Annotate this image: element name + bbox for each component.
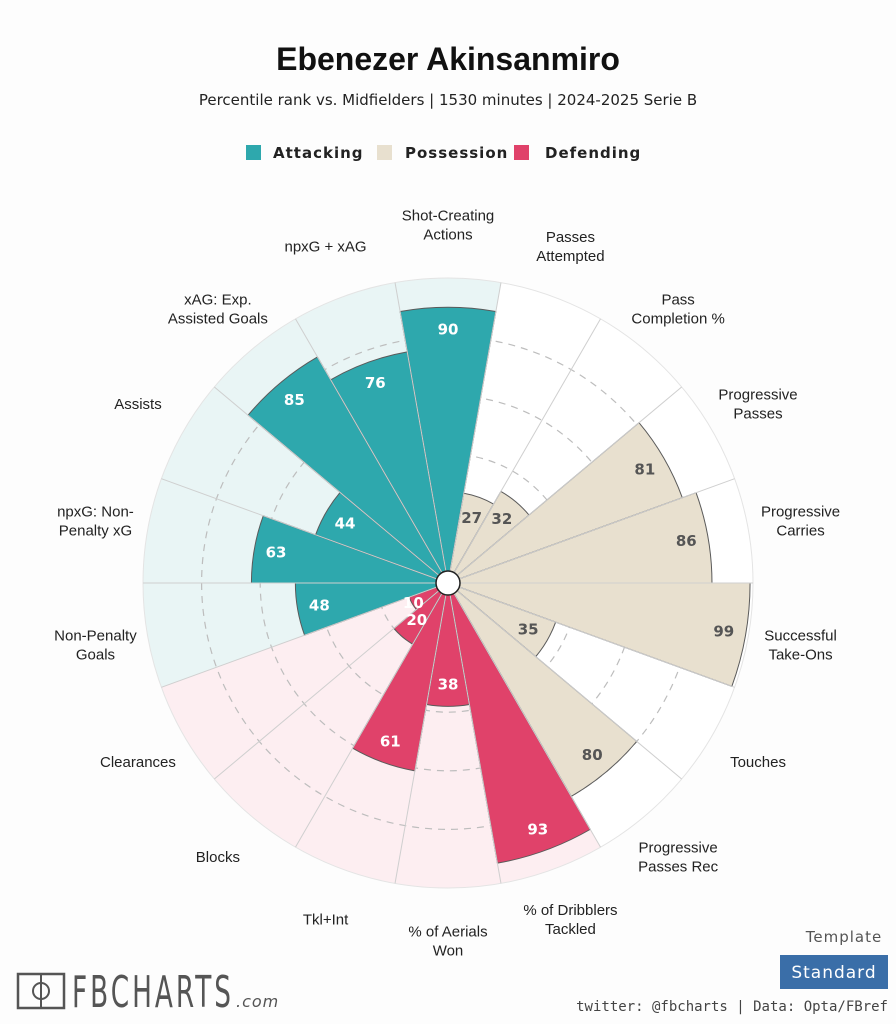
legend-label-defending: Defending xyxy=(545,144,641,162)
slice-spoke xyxy=(449,282,502,572)
category-label: Progressive Carries xyxy=(761,503,840,539)
value-label: 27 xyxy=(461,509,482,527)
legend-swatch-possession xyxy=(377,145,392,160)
value-label: 93 xyxy=(527,821,548,839)
category-label: Clearances xyxy=(100,754,176,771)
slice-background xyxy=(395,594,501,888)
slice-spoke xyxy=(459,478,735,580)
category-label: Touches xyxy=(730,754,786,771)
category-label: Shot-Creating Actions xyxy=(402,208,495,244)
template-button-label[interactable]: Standard xyxy=(791,963,876,983)
slice-spoke xyxy=(459,586,735,688)
chart-title: Ebenezer Akinsanmiro xyxy=(276,41,620,77)
slice-spokes xyxy=(143,282,753,884)
value-label: 76 xyxy=(365,374,386,392)
value-label: 61 xyxy=(380,733,401,751)
category-label: Successful Take-Ons xyxy=(764,628,837,664)
slice-spoke xyxy=(456,386,682,576)
slice-spoke xyxy=(295,593,443,848)
value-label: 85 xyxy=(284,391,305,409)
slice-spoke xyxy=(161,478,437,580)
brand-name: FBCHARTS xyxy=(72,967,234,1018)
slice-spoke xyxy=(453,593,601,848)
value-label: 20 xyxy=(406,611,427,629)
slice-spoke xyxy=(161,586,437,688)
category-label: Pass Completion % xyxy=(631,291,724,327)
category-label: npxG: Non-Penalty xG xyxy=(57,503,134,539)
value-label: 10 xyxy=(403,594,424,612)
pitch-icon xyxy=(16,972,66,1010)
legend-swatch-attacking xyxy=(246,145,261,160)
category-label: % of Dribblers Tackled xyxy=(523,902,617,938)
slice-background xyxy=(161,587,439,780)
slice-spoke xyxy=(214,386,440,576)
legend-swatch-defending xyxy=(514,145,529,160)
value-label: 35 xyxy=(518,620,539,638)
slice-spoke xyxy=(449,594,502,884)
category-label: xAG: Exp. Assisted Goals xyxy=(168,291,268,327)
category-label: Progressive Passes Rec xyxy=(638,840,719,876)
category-label: Progressive Passes xyxy=(718,387,797,423)
legend: Attacking Possession Defending xyxy=(246,144,641,162)
template-label: Template xyxy=(805,928,882,946)
value-label: 90 xyxy=(438,320,459,338)
category-label: Non-Penalty Goals xyxy=(54,628,137,664)
slice-spoke xyxy=(453,318,601,573)
value-label: 80 xyxy=(582,746,603,764)
slice-background xyxy=(450,282,601,573)
legend-label-attacking: Attacking xyxy=(273,144,364,162)
brand-suffix: .com xyxy=(236,992,279,1011)
slice-spoke xyxy=(295,318,443,573)
slice-bars xyxy=(247,306,751,864)
template-standard-button[interactable]: Standard xyxy=(780,955,888,989)
value-label: 44 xyxy=(335,515,356,533)
value-label: 99 xyxy=(713,623,734,641)
category-label: Passes Attempted xyxy=(536,229,604,265)
template-button-background[interactable] xyxy=(780,955,888,989)
category-label: Blocks xyxy=(196,849,240,866)
data-credits: twitter: @fbcharts | Data: Opta/FBref xyxy=(576,999,888,1015)
slice-spoke xyxy=(214,590,440,780)
chart-subtitle: Percentile rank vs. Midfielders | 1530 m… xyxy=(199,91,697,109)
fbcharts-logo: FBCHARTS .com xyxy=(16,967,279,1018)
value-label: 63 xyxy=(266,544,287,562)
value-label: 48 xyxy=(309,597,330,615)
category-label: Assists xyxy=(114,396,162,413)
category-label: Tkl+Int xyxy=(303,911,349,928)
category-label: npxG + xAG xyxy=(284,239,366,256)
slice-spoke xyxy=(456,590,682,780)
slice-spoke xyxy=(394,282,447,572)
slice-background xyxy=(214,590,442,848)
center-hub xyxy=(435,570,461,596)
value-label: 86 xyxy=(676,532,697,550)
category-label: % of Aerials Won xyxy=(408,924,487,960)
value-label: 81 xyxy=(634,460,655,478)
value-label: 38 xyxy=(438,675,459,693)
legend-label-possession: Possession xyxy=(405,144,508,162)
category-labels: Shot-Creating Actions Passes Attempted Pass C… xyxy=(54,208,840,960)
slice-spoke xyxy=(394,594,447,884)
value-label: 32 xyxy=(491,510,512,528)
